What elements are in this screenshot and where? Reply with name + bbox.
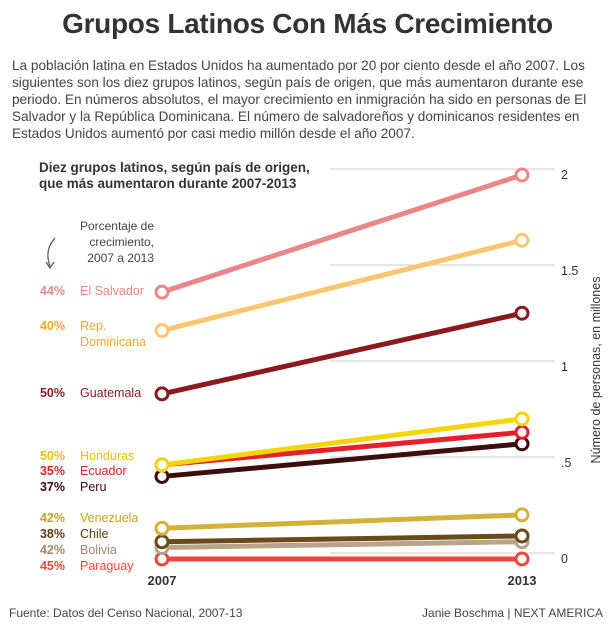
data-point	[514, 507, 530, 523]
data-point	[154, 323, 170, 339]
x-tick-label: 2013	[508, 573, 537, 588]
series-name-label: Guatemala	[80, 386, 141, 400]
series-labels: 44% El Salvador 40% Rep. Dominicana 50% Guatem…	[40, 284, 146, 573]
y-tick-label: 1.5	[561, 264, 578, 278]
data-point	[154, 386, 170, 402]
series-line	[161, 310, 523, 397]
percent-label: 44%	[40, 284, 65, 298]
percent-label: 40%	[40, 319, 65, 333]
credit-note: Janie Boschma | NEXT AMERICA	[422, 606, 603, 620]
series-name-label: Ecuador	[80, 464, 127, 478]
percent-label: 35%	[40, 464, 65, 478]
data-point	[514, 305, 530, 321]
series-line	[161, 416, 523, 468]
y-tick-label: .5	[561, 456, 571, 470]
series-name-label: Bolivia	[80, 543, 117, 557]
curved-arrow-icon	[47, 237, 56, 267]
data-point	[514, 424, 530, 440]
data-point	[514, 167, 530, 183]
series-name-label: Peru	[80, 480, 106, 494]
series-name-label: El Salvador	[80, 284, 144, 298]
x-tick-labels: 2007 2013	[148, 573, 537, 588]
percent-label: 42%	[40, 543, 65, 557]
percent-label: 38%	[40, 527, 65, 541]
series-line	[161, 512, 523, 531]
intro-paragraph: La población latina en Estados Unidos ha…	[12, 58, 587, 141]
data-point	[154, 284, 170, 300]
series-line	[161, 237, 523, 333]
series-line	[161, 441, 523, 479]
data-point	[514, 232, 530, 248]
series-line	[161, 539, 523, 550]
data-point	[514, 551, 530, 567]
percent-label: 42%	[40, 511, 65, 525]
chart-subtitle: Diez grupos latinos, según país de orige…	[39, 160, 310, 191]
data-point	[154, 520, 170, 536]
series-line	[161, 172, 523, 295]
series-name-label: Chile	[80, 527, 109, 541]
y-tick-label: 0	[561, 552, 568, 566]
percent-label: 50%	[40, 449, 65, 463]
series-name-label: Honduras	[80, 449, 134, 463]
series-name-label: Paraguay	[80, 559, 134, 573]
series-name-label: Rep.	[80, 319, 106, 333]
y-tick-labels: 0 .5 1 1.5 2	[561, 168, 578, 566]
series-lines	[154, 167, 530, 567]
series-name-label: Dominicana	[80, 335, 146, 349]
x-tick-label: 2007	[148, 573, 177, 588]
data-point	[154, 534, 170, 550]
y-tick-label: 2	[561, 168, 568, 182]
series-name-label: Venezuela	[80, 511, 138, 525]
data-point	[514, 411, 530, 427]
percent-label: 37%	[40, 480, 65, 494]
y-axis-title: Número de personas, en millones	[589, 277, 603, 464]
percent-label: 45%	[40, 559, 65, 573]
data-point	[154, 457, 170, 473]
source-note: Fuente: Datos del Censo Nacional, 2007-1…	[9, 606, 243, 620]
series-line	[161, 533, 523, 545]
y-tick-label: 1	[561, 360, 568, 374]
percent-note: Porcentaje de crecimiento, 2007 a 2013	[79, 219, 154, 265]
data-point	[514, 528, 530, 544]
percent-label: 50%	[40, 386, 65, 400]
arrow-head-icon	[45, 261, 55, 270]
page-title: Grupos Latinos Con Más Crecimiento	[62, 8, 553, 39]
